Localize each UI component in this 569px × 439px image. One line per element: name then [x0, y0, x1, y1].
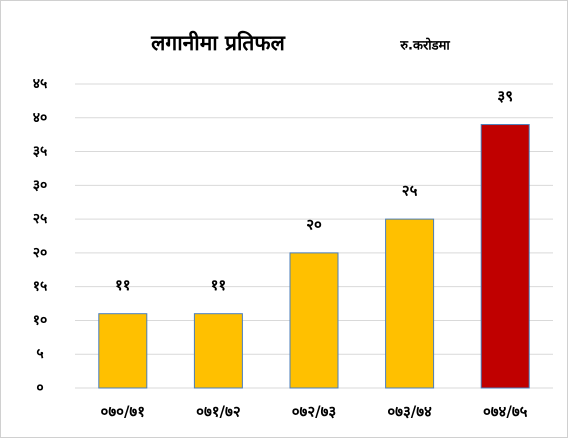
y-tick-label: ४० — [33, 110, 48, 126]
y-tick-label: २५ — [33, 211, 48, 227]
bar — [193, 313, 243, 389]
y-tick-label: २० — [33, 245, 48, 261]
bar — [385, 218, 435, 389]
bar — [480, 124, 530, 389]
y-tick-label: १० — [33, 312, 48, 328]
chart-title: लगानीमा प्रतिफल — [150, 30, 285, 55]
x-tick-label: ०७४/७५ — [483, 403, 528, 421]
y-tick-label: ३५ — [33, 144, 48, 160]
y-tick-label: ४५ — [33, 76, 48, 92]
y-tick-label: ३० — [33, 177, 48, 193]
chart-subtitle: रु.करोडमा — [399, 38, 450, 54]
x-tick-label: ०७०/७१ — [101, 403, 145, 421]
data-label: ३९ — [497, 87, 513, 105]
data-label: ११ — [211, 276, 227, 294]
data-label: ११ — [115, 276, 131, 294]
x-tick-label: ०७३/७४ — [387, 403, 432, 421]
y-tick-label: ५ — [36, 346, 43, 362]
x-tick-label: ०७२/७३ — [292, 403, 336, 421]
y-tick-label: १५ — [33, 279, 48, 295]
y-tick-label: ० — [36, 380, 43, 396]
bar — [289, 252, 339, 389]
x-tick-label: ०७१/७२ — [196, 403, 240, 421]
bar — [98, 313, 148, 389]
data-label: २५ — [402, 182, 418, 200]
data-label: २० — [306, 215, 322, 233]
